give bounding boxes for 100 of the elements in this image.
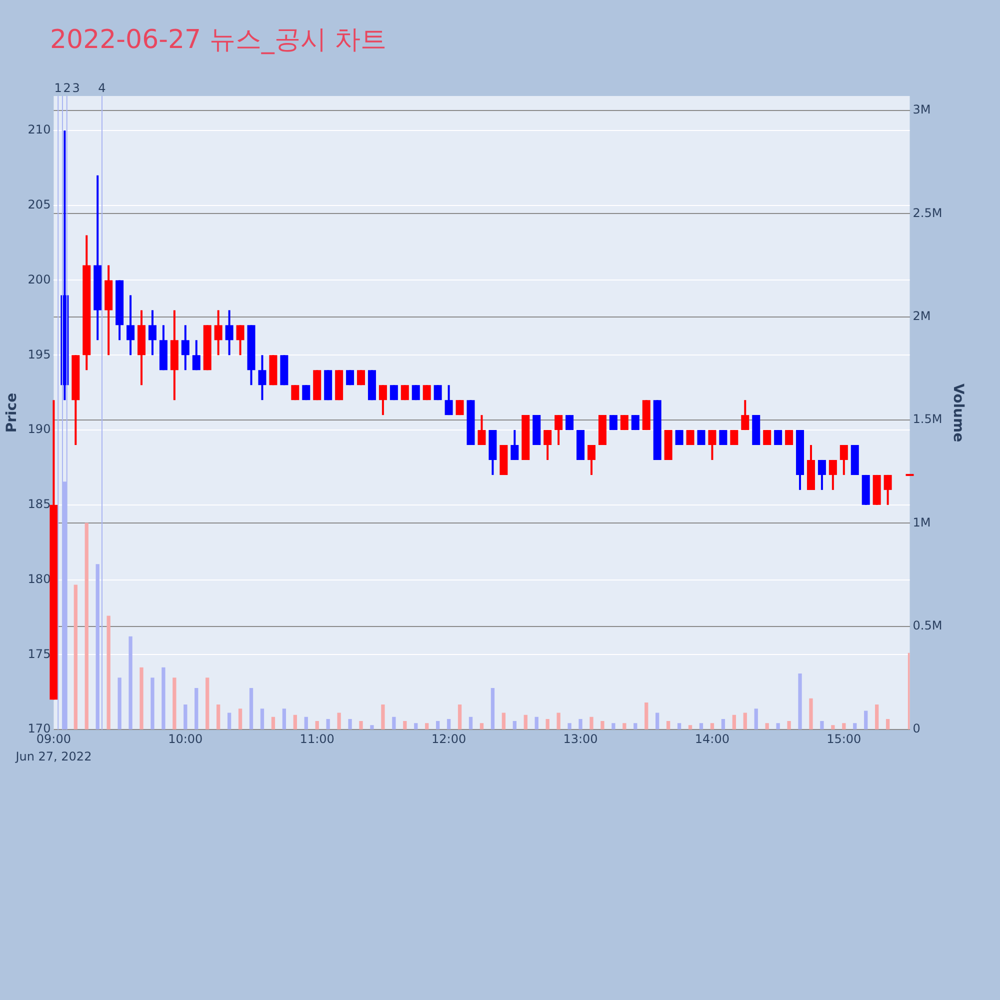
bar bbox=[96, 564, 100, 730]
y-tick-label: 195 bbox=[28, 347, 51, 362]
candlestick bbox=[378, 384, 387, 416]
x-tick-label: 09:00 bbox=[36, 732, 71, 746]
candlestick bbox=[444, 384, 453, 416]
bar bbox=[578, 718, 582, 730]
bar bbox=[622, 723, 626, 730]
bar bbox=[699, 723, 704, 730]
bar bbox=[842, 723, 846, 730]
ref-line-label: 2 bbox=[63, 81, 71, 96]
bar bbox=[732, 714, 736, 730]
y-tick-label: 210 bbox=[28, 122, 51, 137]
bar bbox=[634, 723, 638, 730]
candlestick bbox=[719, 429, 728, 446]
candlestick bbox=[126, 294, 135, 356]
candlestick bbox=[181, 324, 190, 372]
x-tick-label: 14:00 bbox=[694, 732, 730, 746]
bar bbox=[216, 704, 220, 730]
candlestick bbox=[258, 354, 266, 402]
candlestick bbox=[884, 474, 892, 506]
bar bbox=[820, 721, 824, 730]
bar bbox=[271, 716, 276, 730]
ref-line-label: 4 bbox=[98, 81, 106, 96]
bar bbox=[590, 716, 594, 730]
bar bbox=[875, 704, 879, 730]
ref-line-label: 3 bbox=[72, 81, 80, 96]
candlestick bbox=[730, 429, 738, 446]
candlestick bbox=[587, 444, 596, 476]
bar bbox=[534, 716, 538, 730]
bar bbox=[249, 688, 254, 730]
bar bbox=[809, 698, 813, 730]
candlestick bbox=[566, 414, 574, 432]
bar bbox=[490, 688, 495, 730]
bar bbox=[260, 708, 264, 730]
candlestick bbox=[774, 429, 782, 446]
bar bbox=[502, 712, 506, 730]
candlestick bbox=[840, 444, 848, 476]
candlestick bbox=[697, 429, 706, 446]
y2-tick-label: 0 bbox=[912, 722, 920, 736]
bar bbox=[326, 718, 330, 730]
candlestick bbox=[620, 414, 628, 432]
bar bbox=[644, 702, 648, 730]
bar bbox=[688, 725, 692, 730]
bar bbox=[348, 718, 352, 730]
bar bbox=[710, 723, 714, 730]
bar bbox=[886, 718, 890, 730]
bar bbox=[524, 714, 528, 730]
candlestick bbox=[412, 384, 420, 402]
bar bbox=[106, 616, 110, 730]
bar bbox=[831, 725, 835, 730]
bar bbox=[798, 674, 802, 730]
bar bbox=[414, 723, 418, 730]
bar bbox=[392, 716, 396, 730]
candlestick bbox=[708, 429, 716, 461]
y-tick-label: 200 bbox=[28, 272, 51, 286]
candlestick bbox=[686, 429, 694, 446]
bar bbox=[787, 721, 791, 730]
y-tick-label: 205 bbox=[28, 197, 51, 212]
candlestick bbox=[818, 458, 826, 491]
bar bbox=[150, 678, 154, 730]
x-tick-label: 11:00 bbox=[300, 732, 334, 746]
bar bbox=[315, 721, 319, 730]
candlestick bbox=[785, 429, 794, 446]
bar bbox=[227, 712, 232, 730]
candlestick bbox=[456, 399, 464, 416]
y2-tick-label: 2M bbox=[912, 308, 931, 323]
candlestick bbox=[741, 399, 750, 432]
candlestick bbox=[631, 414, 640, 432]
bar bbox=[304, 716, 308, 730]
candlestick bbox=[544, 429, 552, 461]
bar bbox=[162, 667, 166, 730]
y2-tick-label: 2.5M bbox=[912, 206, 942, 220]
bar bbox=[184, 704, 188, 730]
bar bbox=[446, 718, 451, 730]
candlestick bbox=[236, 324, 244, 356]
bar bbox=[568, 723, 572, 730]
bar bbox=[677, 723, 682, 730]
candlestick bbox=[675, 429, 684, 446]
bar bbox=[238, 708, 242, 730]
bar bbox=[359, 721, 363, 730]
candlestick bbox=[214, 309, 222, 356]
bar bbox=[194, 688, 198, 730]
candlestick bbox=[478, 414, 486, 446]
candlestick bbox=[422, 384, 431, 402]
y2-tick-label: 1M bbox=[912, 515, 931, 530]
x-tick-label: 10:00 bbox=[168, 732, 203, 746]
bar bbox=[765, 723, 769, 730]
bar bbox=[721, 718, 726, 730]
bar bbox=[84, 522, 88, 730]
candlestick bbox=[763, 429, 772, 446]
bar bbox=[140, 667, 144, 730]
bar bbox=[337, 712, 341, 730]
bar bbox=[480, 723, 484, 730]
bar bbox=[381, 704, 385, 730]
candlestick bbox=[192, 339, 200, 372]
candlestick bbox=[510, 429, 519, 461]
candlestick bbox=[828, 458, 837, 491]
x-tick-label: 13:00 bbox=[563, 732, 598, 746]
bar bbox=[118, 678, 122, 730]
candlestick bbox=[225, 309, 234, 356]
